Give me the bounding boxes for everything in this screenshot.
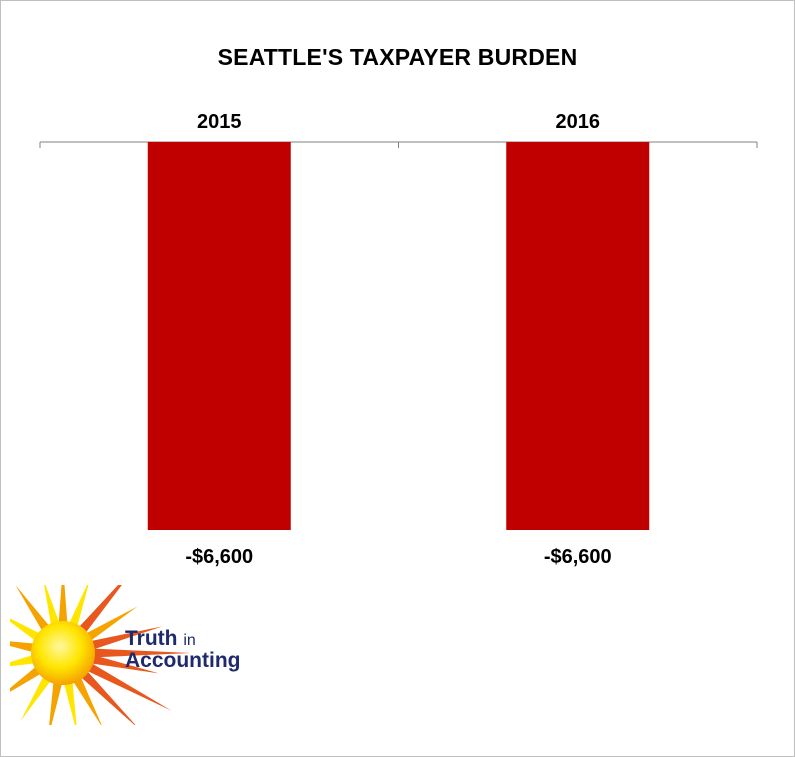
logo-text: Truth in Accounting [125, 628, 241, 671]
category-label-2015: 2015 [197, 111, 242, 133]
logo-word-truth: Truth [125, 627, 178, 650]
bar-2016 [506, 142, 650, 530]
bar-2015 [147, 142, 291, 530]
chart-title: SEATTLE'S TAXPAYER BURDEN [217, 44, 578, 70]
axis-ticks [39, 142, 758, 148]
data-label-2016: -$6,600 [544, 546, 612, 568]
category-labels: 2015 2016 [197, 111, 600, 133]
sun-logo-icon [10, 585, 191, 725]
logo-word-accounting: Accounting [125, 649, 241, 672]
data-labels: -$6,600 -$6,600 [185, 546, 611, 568]
bars [147, 142, 650, 530]
data-label-2015: -$6,600 [185, 546, 253, 568]
logo-word-in: in [183, 632, 196, 649]
category-label-2016: 2016 [556, 111, 601, 133]
